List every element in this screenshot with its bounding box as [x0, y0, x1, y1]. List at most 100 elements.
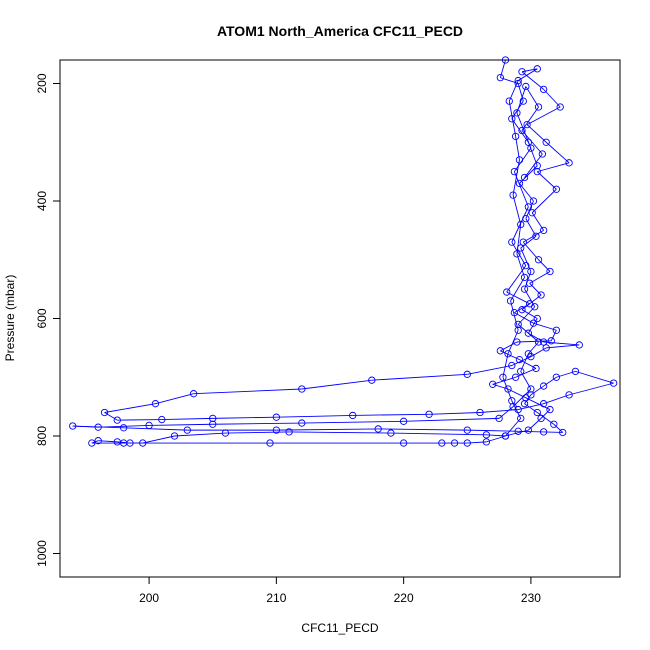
series-line-segment — [528, 341, 539, 355]
series-line-segment — [521, 130, 543, 155]
data-point — [298, 385, 306, 393]
series-line-segment — [531, 188, 557, 214]
data-point — [505, 97, 513, 105]
x-tick-label: 230 — [521, 591, 541, 605]
data-point — [519, 97, 527, 105]
series-line-segment — [530, 385, 544, 396]
data-point — [539, 400, 548, 408]
data-point — [527, 144, 535, 152]
series-line-segment — [543, 394, 570, 405]
data-point — [266, 439, 274, 447]
data-point — [539, 338, 548, 346]
series-line-segment — [575, 370, 614, 384]
series-line-segment — [161, 417, 213, 420]
data-point — [513, 109, 521, 117]
y-axis-label: Pressure (mbar) — [3, 275, 17, 362]
series-line-segment — [155, 393, 194, 405]
series-line-segment — [521, 71, 544, 90]
series-line-segment — [526, 124, 547, 143]
plot-frame — [59, 59, 621, 578]
data-point — [170, 432, 179, 440]
data-point — [349, 411, 357, 420]
data-point — [368, 376, 376, 384]
data-point — [496, 347, 505, 355]
series-line-segment — [511, 241, 527, 266]
data-point — [463, 439, 471, 447]
data-point — [374, 425, 382, 433]
series-line-segment — [533, 322, 557, 331]
data-point — [520, 273, 529, 282]
data-point — [514, 427, 522, 435]
data-point — [527, 353, 535, 361]
data-point — [542, 138, 550, 146]
series-line-segment — [538, 259, 551, 272]
data-point — [533, 65, 541, 73]
series-line-segment — [510, 277, 525, 302]
data-point — [221, 429, 230, 437]
x-axis-label: CFC11_PECD — [301, 621, 378, 635]
series-line-segment — [536, 171, 557, 190]
series-line-segment — [142, 435, 175, 444]
series-line-segment — [520, 247, 532, 272]
data-point — [504, 350, 512, 358]
series-line-segment — [522, 241, 539, 261]
series-line-segment — [540, 409, 551, 419]
data-point — [522, 261, 530, 270]
series-line-segment — [174, 432, 226, 437]
series-line-segment — [193, 388, 302, 395]
series-line-segment — [514, 303, 530, 314]
data-point — [533, 314, 541, 323]
data-point — [565, 159, 573, 167]
data-point — [533, 162, 541, 170]
series-line-segment — [550, 330, 557, 342]
x-tick-label: 210 — [266, 591, 286, 605]
data-point — [189, 390, 198, 398]
data-point — [399, 439, 408, 447]
series-line-segment — [505, 418, 522, 437]
data-point — [539, 382, 548, 390]
data-point — [518, 68, 526, 76]
series-line-segment — [492, 383, 509, 390]
data-point — [571, 367, 580, 376]
series-line-segment — [352, 413, 430, 416]
series-line-segment — [523, 229, 544, 243]
series-line-segment — [521, 309, 538, 319]
data-point — [524, 203, 533, 211]
data-point — [298, 419, 306, 427]
data-point — [519, 238, 527, 246]
series-line-segment — [117, 419, 162, 421]
data-point — [524, 426, 533, 434]
data-point — [88, 439, 96, 447]
data-point — [525, 279, 534, 287]
series-line-segment — [512, 195, 522, 225]
data-point — [515, 355, 524, 364]
series-line-segment — [123, 427, 188, 431]
data-point — [522, 214, 530, 223]
data-point — [499, 373, 507, 381]
data-point — [119, 424, 128, 432]
data-point — [520, 173, 529, 182]
series-line-segment — [508, 101, 517, 137]
data-point — [145, 421, 153, 430]
series-line-segment — [525, 86, 539, 108]
data-point — [533, 167, 541, 176]
data-point — [514, 326, 522, 334]
y-tick-label: 1000 — [35, 540, 49, 567]
series-line-segment — [511, 206, 529, 243]
data-point — [538, 150, 547, 158]
data-point — [511, 132, 520, 141]
series-line-segment — [276, 428, 379, 431]
series-line-segment — [521, 294, 542, 311]
data-point — [546, 405, 554, 414]
data-point — [552, 185, 561, 193]
data-point — [482, 438, 491, 446]
data-point — [559, 428, 567, 437]
series-line-segment — [524, 153, 543, 178]
series-line-segment — [545, 141, 570, 164]
data-point — [534, 256, 543, 264]
data-point — [537, 291, 545, 299]
series-line-segment — [521, 68, 538, 73]
series-line-segment — [529, 282, 542, 296]
data-point — [511, 373, 520, 381]
series-line-segment — [506, 291, 530, 305]
